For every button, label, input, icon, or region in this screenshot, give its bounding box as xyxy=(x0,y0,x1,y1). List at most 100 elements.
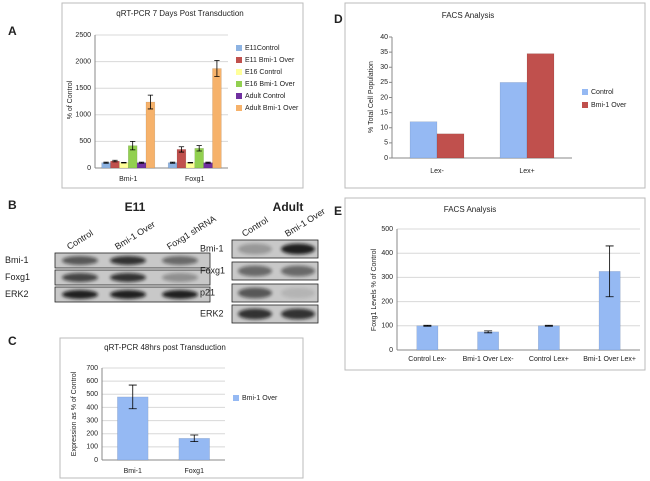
panel-label: B xyxy=(8,198,17,212)
error-bar xyxy=(196,145,202,152)
panel-frame xyxy=(59,337,304,479)
bar xyxy=(409,121,438,159)
x-tick-label: Bmi-1 xyxy=(124,468,142,475)
y-axis-label: % of Control xyxy=(67,80,74,119)
blot-row-label: ERK2 xyxy=(200,308,224,318)
blot-band xyxy=(62,290,98,299)
bar xyxy=(537,325,560,351)
error-bar xyxy=(128,384,137,410)
legend-swatch xyxy=(236,93,242,99)
x-tick-label: Bmi-1 Over Lex- xyxy=(463,356,515,363)
blot-column-label: Bmi-1 Over xyxy=(113,219,157,252)
y-tick-label: 300 xyxy=(381,274,393,281)
y-tick-label: 400 xyxy=(86,404,98,411)
x-tick-label: Control Lex+ xyxy=(529,356,569,363)
y-tick-label: 500 xyxy=(381,226,393,233)
bar xyxy=(416,325,439,351)
y-tick-label: 30 xyxy=(380,64,388,71)
legend-swatch xyxy=(236,57,242,63)
legend-label: E11Control xyxy=(245,45,280,52)
blot-band xyxy=(110,290,146,299)
x-tick-label: Bmi-1 Over Lex+ xyxy=(583,356,636,363)
legend-label: Adult Control xyxy=(245,93,286,100)
y-axis-label: % Total Cell Population xyxy=(368,61,375,133)
blot-band xyxy=(62,273,98,282)
blot-row-label: Bmi-1 xyxy=(200,243,224,253)
x-tick-label: Control Lex- xyxy=(408,356,447,363)
blot-band xyxy=(281,308,315,320)
y-tick-label: 500 xyxy=(86,391,98,398)
error-bar xyxy=(138,161,145,164)
error-bar xyxy=(130,141,136,151)
error-bar xyxy=(112,159,118,163)
error-bar xyxy=(484,330,493,334)
chart-title: qRT-PCR 7 Days Post Transduction xyxy=(116,9,243,18)
blot-band xyxy=(281,243,315,255)
panel-label: D xyxy=(334,12,343,26)
y-tick-label: 200 xyxy=(381,298,393,305)
legend-label: E16 Control xyxy=(245,69,282,76)
legend-swatch xyxy=(233,395,239,401)
bar xyxy=(119,162,129,169)
bar xyxy=(526,53,555,159)
x-tick-label: Foxg1 xyxy=(185,468,205,475)
error-bar xyxy=(121,162,127,164)
blot-column-label: Control xyxy=(65,228,95,252)
bar xyxy=(212,68,222,169)
bar xyxy=(185,162,195,169)
y-axis-label: Foxg1 Levels % of Control xyxy=(371,249,378,332)
panel-label: C xyxy=(8,334,17,348)
y-tick-label: 15 xyxy=(380,109,388,116)
blot-row-label: ERK2 xyxy=(5,289,29,299)
blot-title: E11 xyxy=(125,200,146,214)
x-tick-label: Lex+ xyxy=(519,168,534,175)
panel-label: A xyxy=(8,24,17,38)
panel-label: E xyxy=(334,204,342,218)
blot-band xyxy=(110,273,146,282)
error-bar xyxy=(214,60,220,77)
blot-row-label: p21 xyxy=(200,287,215,297)
blot-band xyxy=(281,265,315,277)
legend-label: E11 Bmi-1 Over xyxy=(245,57,295,64)
y-tick-label: 40 xyxy=(380,34,388,41)
blot-band xyxy=(162,273,198,282)
y-tick-label: 25 xyxy=(380,79,388,86)
y-tick-label: 10 xyxy=(380,125,388,132)
error-bar xyxy=(190,434,199,442)
y-tick-label: 0 xyxy=(94,457,98,464)
blot-row-label: Foxg1 xyxy=(5,272,30,282)
y-tick-label: 35 xyxy=(380,49,388,56)
legend-label: Adult Bmi-1 Over xyxy=(245,105,299,112)
y-tick-label: 0 xyxy=(87,165,91,172)
x-tick-label: Bmi-1 xyxy=(119,176,137,183)
legend-swatch xyxy=(236,105,242,111)
chart-title: FACS Analysis xyxy=(444,205,496,214)
legend-label: Bmi-1 Over xyxy=(591,102,627,109)
x-tick-label: Lex- xyxy=(430,168,444,175)
blot-row-label: Foxg1 xyxy=(200,265,225,275)
chart-title: FACS Analysis xyxy=(442,11,494,20)
blot-title: Adult xyxy=(273,200,304,214)
y-tick-label: 2500 xyxy=(75,32,91,39)
x-tick-label: Foxg1 xyxy=(185,176,205,183)
y-tick-label: 5 xyxy=(384,140,388,147)
blot-band xyxy=(238,243,272,255)
blot-band xyxy=(281,287,315,299)
y-tick-label: 100 xyxy=(381,323,393,330)
error-bar xyxy=(147,94,154,110)
legend-swatch xyxy=(582,89,588,95)
legend-swatch xyxy=(236,69,242,75)
bar xyxy=(145,101,156,169)
y-axis-label: Expression as % of Control xyxy=(71,371,78,456)
blot-band xyxy=(162,290,198,299)
y-tick-label: 0 xyxy=(389,347,393,354)
bar xyxy=(499,82,528,159)
panel-frame xyxy=(344,197,646,371)
blot-band xyxy=(110,256,146,265)
error-bar xyxy=(205,161,211,164)
y-tick-label: 200 xyxy=(86,431,98,438)
y-tick-label: 1500 xyxy=(75,85,91,92)
legend-label: E16 Bmi-1 Over xyxy=(245,81,295,88)
y-tick-label: 600 xyxy=(86,378,98,385)
blot-band xyxy=(238,265,272,277)
